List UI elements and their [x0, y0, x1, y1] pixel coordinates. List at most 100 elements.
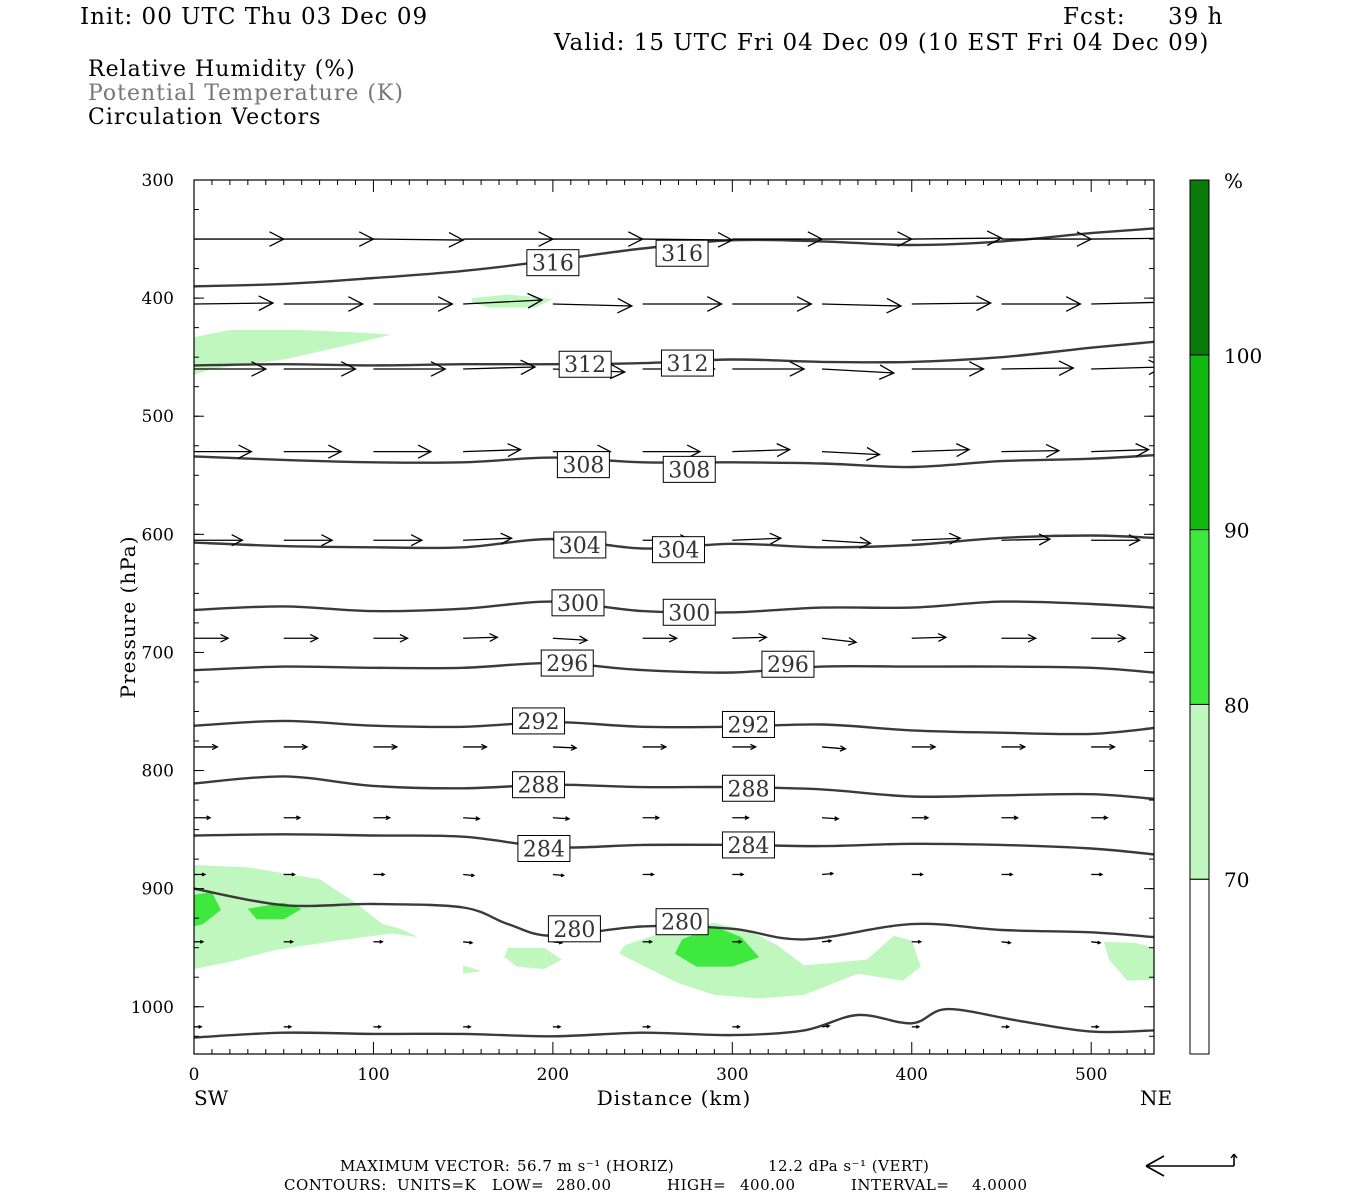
circulation-vector [373, 238, 464, 241]
vector-head [381, 872, 386, 877]
circulation-vector [911, 537, 961, 541]
circulation-vector [821, 940, 832, 943]
circulation-vector [1091, 941, 1101, 944]
vector-head [1135, 443, 1151, 458]
humidity-region-70 [463, 965, 482, 974]
contour-label-284: 284 [523, 837, 565, 862]
vector-head [507, 443, 523, 458]
circulation-vector [822, 368, 894, 374]
plot-frame [193, 179, 1155, 1055]
vector-head [578, 635, 589, 645]
circulation-vector [1001, 367, 1074, 370]
vector-head [609, 363, 627, 380]
vector-head [1038, 533, 1052, 546]
contours-interval-value: 4.0000 [972, 1176, 1028, 1194]
y-tick-label: 800 [142, 762, 174, 782]
y-tick-label: 300 [142, 171, 174, 191]
circulation-vector [821, 637, 857, 643]
contour-label-box [655, 239, 709, 267]
contour-label-box [556, 451, 610, 479]
vector-head [827, 939, 833, 943]
vector-head [1009, 872, 1014, 877]
contour-label-layer: 316 316 312 312 308 308 304 304 300 300 296 296 292 2… [512, 239, 815, 943]
max-vector-vert: 12.2 dPa s⁻¹ (VERT) [768, 1157, 930, 1175]
max-vector-label: MAXIMUM VECTOR: [340, 1157, 511, 1175]
vector-head [481, 743, 488, 751]
colorbar: 70 80 90 100 [1189, 179, 1262, 1055]
contour-label-304: 304 [657, 539, 699, 564]
vector-head [379, 939, 384, 944]
vector-head [834, 816, 840, 821]
contour-label-box [540, 649, 594, 677]
contour-label-box [662, 455, 716, 483]
circulation-vector [552, 817, 570, 820]
vector-head [1167, 231, 1181, 246]
theta-contour-292 [194, 719, 1154, 736]
vector-head [736, 1024, 741, 1029]
vector-head [1099, 872, 1104, 877]
humidity-region-80 [674, 926, 760, 967]
humidity-region-80 [247, 902, 302, 920]
field-vectors: Circulation Vectors [88, 105, 322, 130]
circulation-vector [463, 941, 473, 944]
vector-head [924, 815, 930, 821]
x-endpoint-right: NE [1140, 1086, 1172, 1110]
contour-label-296: 296 [546, 652, 588, 677]
vector-head [1065, 296, 1082, 312]
y-tick-label: 600 [142, 525, 174, 545]
contour-label-308: 308 [668, 458, 710, 483]
vector-head [469, 940, 474, 945]
humidity-region-80 [194, 892, 221, 927]
vector-head [430, 361, 447, 377]
contour-label-296: 296 [767, 653, 809, 678]
max-vector-horiz: 56.7 m s⁻¹ (HORIZ) [517, 1157, 675, 1175]
humidity-region-70 [504, 947, 562, 969]
vector-head [1095, 1024, 1100, 1029]
circulation-vector [821, 872, 833, 876]
vector-head [976, 295, 993, 312]
circulation-vector [642, 238, 733, 241]
vector-head [776, 443, 792, 458]
contours-low-label: LOW= [492, 1176, 545, 1194]
contours-low-value: 280.00 [556, 1176, 612, 1194]
vector-head [717, 232, 734, 248]
field-theta: Potential Temperature (K) [88, 81, 404, 106]
y-axis-label: Pressure (hPa) [116, 536, 140, 699]
vector-head [796, 296, 813, 312]
vector-head [201, 872, 207, 877]
contour-label-box [558, 350, 612, 378]
vector-head [859, 536, 872, 549]
vector-head [448, 232, 465, 248]
vector-head [929, 743, 937, 751]
vector-head [807, 231, 824, 247]
vector-head [919, 872, 924, 877]
theta-contour-284 [194, 833, 1154, 856]
vector-head [917, 939, 923, 944]
vector-head [955, 443, 971, 458]
x-axis-label: Distance (km) [597, 1086, 752, 1110]
vector-head [560, 873, 566, 878]
circulation-vector [552, 637, 588, 641]
circulation-vector [552, 746, 577, 749]
vector-head [1156, 295, 1170, 310]
vector-head [969, 361, 985, 377]
contour-label-292: 292 [518, 710, 560, 735]
valid-time: Valid: 15 UTC Fri 04 Dec 09 (10 EST Fri … [554, 30, 1210, 56]
circulation-vector [911, 237, 1002, 240]
vector-head [309, 633, 320, 643]
colorbar-level-label: 100 [1224, 344, 1262, 368]
vector-head [1058, 360, 1075, 376]
theta-contour-296 [194, 661, 1154, 674]
circulation-vector [821, 539, 871, 544]
vector-head [200, 939, 205, 944]
circulation-vector [552, 873, 564, 877]
contours-units: UNITS=K [397, 1176, 477, 1194]
circulation-vector [463, 636, 498, 639]
circulation-vector [822, 303, 902, 307]
vector-head [570, 744, 578, 751]
contour-label-288: 288 [518, 774, 560, 799]
x-endpoint-left: SW [194, 1086, 229, 1110]
vector-head [839, 745, 847, 752]
contours-label: CONTOURS: [284, 1176, 387, 1194]
